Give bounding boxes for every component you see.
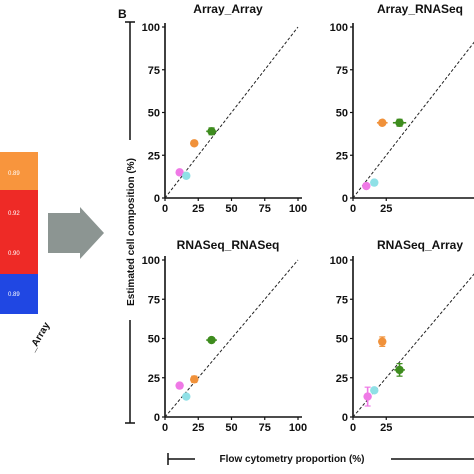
- identity-line: [164, 26, 299, 199]
- scatter-panel-rnaseq-rnaseq: RNASeq_RNASeq 0 25 50 75 100 0 25 50 75 100: [142, 238, 308, 434]
- heatmap-cell-1: [0, 152, 38, 190]
- y-tick-label: 100: [142, 255, 160, 267]
- y-tick-label: 50: [336, 334, 348, 346]
- heatmap: 0.89 0.92 0.90 0.89 _Array: [0, 152, 53, 354]
- y-tick-label: 100: [142, 22, 160, 34]
- x-tick-label: 0: [350, 203, 356, 215]
- y-tick-label: 0: [342, 412, 348, 424]
- y-tick-label: 75: [148, 294, 160, 306]
- x-axis-title-bg: [195, 450, 391, 468]
- x-tick-label: 25: [380, 422, 392, 434]
- x-tick-label: 0: [350, 422, 356, 434]
- data-point-green: [395, 118, 404, 127]
- panel-title: Array_RNASeq: [377, 2, 463, 16]
- data-point-green: [395, 365, 404, 375]
- heatmap-value-2: 0.92: [8, 211, 20, 217]
- arrow-shape: [48, 207, 104, 259]
- x-tick-label: 75: [259, 203, 271, 215]
- heatmap-axis-label: _Array: [27, 320, 53, 354]
- y-tick-label: 75: [336, 65, 348, 77]
- identity-line: [164, 259, 299, 418]
- heatmap-cell-2: [0, 190, 38, 234]
- x-tick-label: 25: [192, 422, 204, 434]
- data-point-green: [207, 335, 216, 345]
- identity-line: [352, 41, 474, 199]
- data-point-pink: [362, 181, 371, 191]
- data-point-orange: [190, 375, 199, 384]
- x-tick-label: 0: [162, 203, 168, 215]
- y-tick-label: 100: [330, 255, 348, 267]
- y-tick-label: 0: [342, 193, 348, 205]
- heatmap-value-3: 0.90: [8, 251, 20, 257]
- x-tick-label: 100: [289, 203, 307, 215]
- x-tick-label: 25: [380, 203, 392, 215]
- data-point-cyan: [370, 178, 379, 187]
- x-tick-label: 50: [225, 203, 237, 215]
- data-point-cyan: [182, 171, 191, 180]
- x-tick-label: 0: [162, 422, 168, 434]
- panel-title: Array_Array: [193, 2, 263, 16]
- heatmap-cell-4: [0, 274, 38, 314]
- y-axis-title-bg: [122, 140, 138, 320]
- y-tick-label: 75: [148, 65, 160, 77]
- heatmap-cell-3: [0, 234, 38, 274]
- scatter-panel-array-array: Array_Array 0 25 50 75 100 0 25 50 75 100: [142, 2, 308, 215]
- data-point-pink: [363, 392, 372, 401]
- x-tick-label: 100: [289, 422, 307, 434]
- y-tick-label: 50: [336, 108, 348, 120]
- y-tick-label: 50: [148, 334, 160, 346]
- x-tick-label: 75: [259, 422, 271, 434]
- y-tick-label: 0: [154, 412, 160, 424]
- y-axis-title: Estimated cell composition (%): [126, 158, 137, 306]
- data-point-orange: [378, 337, 387, 346]
- x-axis-title-group: Flow cytometry proportion (%): [167, 450, 474, 468]
- y-tick-label: 100: [330, 22, 348, 34]
- heatmap-value-4: 0.89: [8, 292, 20, 298]
- scatter-panel-array-rnaseq: Array_RNASeq 0 25 50 75 100 0 25: [330, 2, 474, 215]
- data-point-green: [207, 127, 216, 136]
- data-point-pink: [175, 381, 184, 390]
- y-tick-label: 0: [154, 193, 160, 205]
- scatter-panel-rnaseq-array: RNASeq_Array 0 25 50 75 100 0 25: [330, 238, 474, 434]
- data-point-orange: [378, 118, 387, 127]
- panel-letter: B: [118, 7, 127, 21]
- y-tick-label: 25: [148, 373, 160, 385]
- y-tick-label: 25: [336, 373, 348, 385]
- data-point-pink: [175, 168, 184, 177]
- x-tick-label: 50: [225, 422, 237, 434]
- identity-line: [352, 273, 474, 418]
- y-axis-title-group: Estimated cell composition (%): [122, 21, 138, 424]
- data-point-cyan: [182, 392, 191, 401]
- x-tick-label: 25: [192, 203, 204, 215]
- y-tick-label: 25: [336, 150, 348, 162]
- y-tick-label: 50: [148, 108, 160, 120]
- x-axis-title: Flow cytometry proportion (%): [220, 454, 365, 465]
- data-point-cyan: [370, 386, 379, 395]
- y-tick-label: 75: [336, 294, 348, 306]
- y-tick-label: 25: [148, 150, 160, 162]
- panel-title: RNASeq_Array: [377, 238, 463, 252]
- heatmap-value-1: 0.89: [8, 171, 20, 177]
- data-point-orange: [190, 139, 199, 148]
- panel-title: RNASeq_RNASeq: [177, 238, 280, 252]
